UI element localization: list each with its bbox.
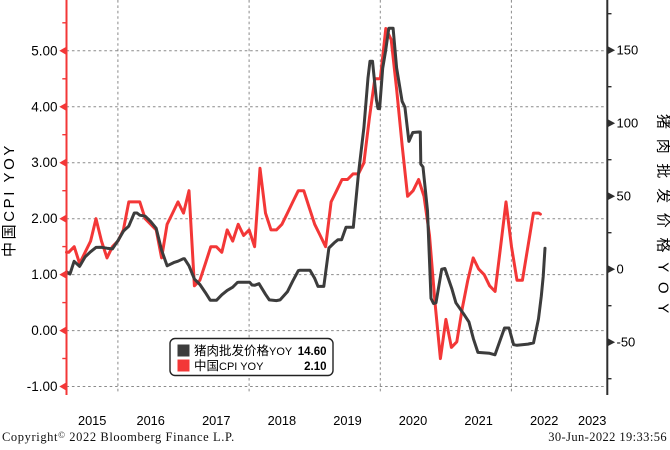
svg-text:2.00: 2.00 bbox=[31, 211, 57, 226]
svg-text:100: 100 bbox=[617, 116, 639, 131]
svg-text:150: 150 bbox=[617, 43, 639, 58]
svg-text:Copyright© 2022 Bloomberg Fina: Copyright© 2022 Bloomberg Finance L.P. bbox=[2, 430, 235, 444]
svg-text:猪肉批发价格YOY: 猪肉批发价格YOY bbox=[655, 114, 670, 323]
svg-text:2019: 2019 bbox=[333, 413, 361, 428]
svg-text:2018: 2018 bbox=[268, 413, 296, 428]
svg-text:中国CPI YOY: 中国CPI YOY bbox=[1, 143, 18, 257]
svg-text:2023: 2023 bbox=[578, 413, 606, 428]
svg-text:2017: 2017 bbox=[202, 413, 230, 428]
svg-text:1.00: 1.00 bbox=[31, 267, 57, 282]
svg-text:2020: 2020 bbox=[399, 413, 427, 428]
svg-text:30-Jun-2022 19:33:56: 30-Jun-2022 19:33:56 bbox=[548, 430, 667, 444]
svg-text:2022: 2022 bbox=[530, 413, 558, 428]
svg-text:2015: 2015 bbox=[78, 413, 106, 428]
svg-text:4.00: 4.00 bbox=[31, 99, 57, 114]
svg-text:2.10: 2.10 bbox=[304, 361, 326, 373]
svg-text:0.00: 0.00 bbox=[31, 323, 57, 338]
svg-text:14.60: 14.60 bbox=[298, 346, 327, 358]
svg-text:-1.00: -1.00 bbox=[27, 379, 58, 394]
svg-text:2021: 2021 bbox=[464, 413, 492, 428]
svg-text:中国CPI YOY: 中国CPI YOY bbox=[194, 358, 264, 373]
svg-text:-50: -50 bbox=[617, 335, 636, 350]
svg-text:0: 0 bbox=[617, 262, 624, 277]
svg-text:5.00: 5.00 bbox=[31, 43, 57, 58]
svg-text:2016: 2016 bbox=[136, 413, 164, 428]
svg-text:3.00: 3.00 bbox=[31, 155, 57, 170]
svg-text:猪肉批发价格YOY: 猪肉批发价格YOY bbox=[194, 343, 293, 358]
svg-text:50: 50 bbox=[617, 189, 631, 204]
